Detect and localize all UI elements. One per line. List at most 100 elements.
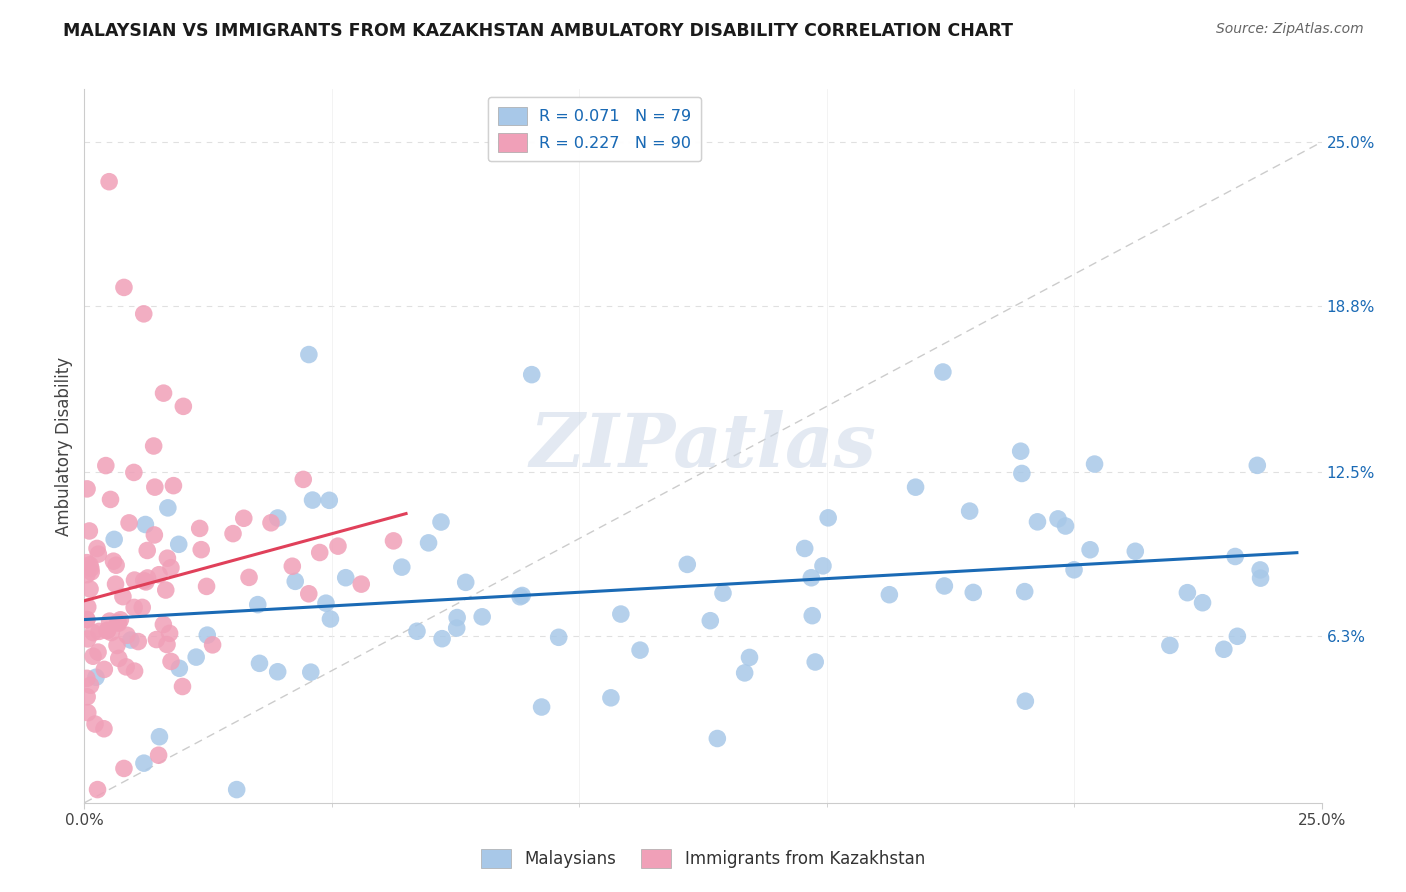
Point (1014, 584, 1036, 599)
Point (120, 633, 142, 648)
Point (155, 582, 177, 597)
Point (267, 665, 290, 679)
Point (84, 670, 107, 684)
Point (188, 521, 211, 535)
Point (127, 634, 149, 648)
Point (195, 628, 218, 642)
Point (734, 665, 756, 680)
Point (547, 630, 569, 644)
Point (148, 567, 170, 582)
Point (298, 587, 321, 601)
Point (159, 626, 181, 640)
Point (115, 660, 138, 674)
Point (793, 541, 815, 556)
Point (76, 567, 98, 582)
Point (100, 492, 122, 507)
Point (222, 526, 245, 541)
Point (112, 280, 135, 294)
Point (169, 661, 191, 675)
Point (298, 347, 321, 361)
Point (136, 571, 159, 585)
Point (1246, 458, 1268, 473)
Point (962, 585, 984, 599)
Point (406, 624, 429, 639)
Point (1223, 549, 1246, 564)
Point (326, 539, 349, 553)
Point (100, 625, 122, 640)
Point (79, 524, 101, 538)
Point (1226, 629, 1249, 643)
Point (1249, 563, 1271, 577)
Point (82, 649, 104, 664)
Point (82, 625, 104, 640)
Point (232, 511, 254, 525)
Point (76, 556, 98, 570)
Point (111, 590, 134, 604)
Y-axis label: Ambulatory Disability: Ambulatory Disability (55, 357, 73, 535)
Point (711, 586, 734, 600)
Point (811, 558, 834, 573)
Point (107, 651, 129, 665)
Point (122, 466, 145, 480)
Point (107, 616, 129, 631)
Point (318, 493, 340, 508)
Point (238, 570, 260, 584)
Point (350, 577, 373, 591)
Point (382, 533, 405, 548)
Point (471, 609, 494, 624)
Point (801, 608, 824, 623)
Point (110, 613, 132, 627)
Point (249, 657, 271, 671)
Point (319, 612, 342, 626)
Point (195, 579, 218, 593)
Point (1159, 639, 1181, 653)
Point (118, 516, 141, 530)
Point (600, 690, 623, 705)
Point (1191, 596, 1213, 610)
Point (932, 365, 955, 379)
Point (115, 628, 138, 642)
Point (86, 541, 108, 556)
Point (1011, 467, 1033, 481)
Point (143, 480, 166, 494)
Point (76, 612, 98, 626)
Point (520, 368, 543, 382)
Point (87, 547, 110, 561)
Point (96, 624, 118, 638)
Point (76, 690, 98, 704)
Point (156, 551, 179, 566)
Text: MALAYSIAN VS IMMIGRANTS FROM KAZAKHSTAN AMBULATORY DISABILITY CORRELATION CHART: MALAYSIAN VS IMMIGRANTS FROM KAZAKHSTAN … (63, 22, 1014, 40)
Point (1010, 444, 1032, 458)
Point (135, 574, 157, 589)
Point (509, 590, 531, 604)
Point (800, 571, 823, 585)
Point (446, 610, 468, 624)
Point (260, 516, 283, 530)
Point (80, 565, 103, 579)
Point (315, 596, 337, 610)
Point (676, 558, 699, 572)
Point (76, 482, 98, 496)
Point (124, 664, 146, 678)
Point (107, 615, 129, 630)
Point (530, 700, 553, 714)
Point (98, 614, 121, 628)
Point (132, 574, 155, 588)
Point (79, 582, 101, 596)
Point (103, 554, 125, 568)
Point (122, 600, 145, 615)
Point (190, 542, 212, 557)
Point (510, 589, 533, 603)
Point (292, 472, 315, 486)
Point (1078, 542, 1101, 557)
Point (98, 175, 121, 189)
Point (103, 533, 125, 547)
Point (1063, 563, 1085, 577)
Point (142, 439, 165, 453)
Point (105, 558, 128, 573)
Point (86, 782, 108, 797)
Point (281, 559, 304, 574)
Point (1026, 515, 1049, 529)
Point (1014, 694, 1036, 708)
Point (152, 617, 174, 632)
